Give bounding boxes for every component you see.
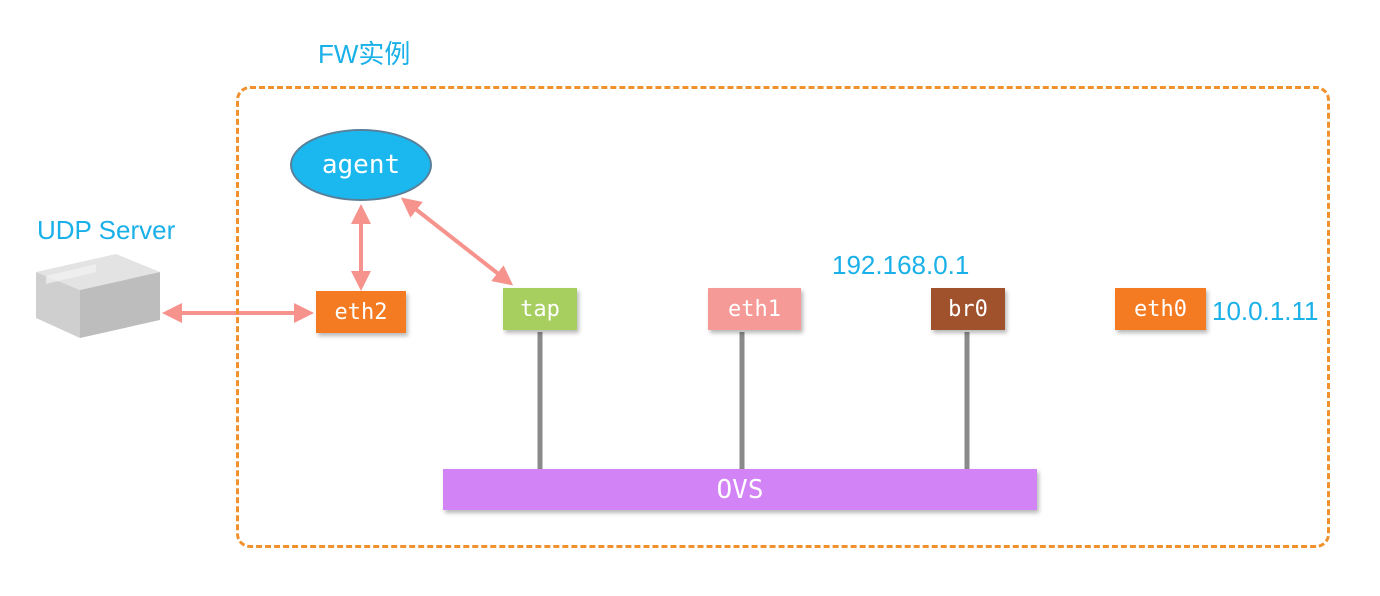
ovs-switch: OVS	[443, 469, 1037, 510]
eth0-ip-label: 10.0.1.11	[1212, 296, 1319, 326]
udp-server-label: UDP Server	[37, 215, 176, 245]
eth1-interface: eth1	[708, 288, 801, 330]
br0-ip-label: 192.168.0.1	[832, 250, 970, 280]
eth0-interface: eth0	[1115, 288, 1206, 330]
fw-instance-frame	[236, 86, 1330, 548]
tap-interface: tap	[503, 288, 577, 330]
arrow-agent-tap	[400, 197, 514, 286]
eth2-interface: eth2	[316, 291, 406, 333]
server-box-icon	[36, 252, 160, 338]
agent-node: agent	[290, 129, 432, 201]
fw-instance-title: FW实例	[318, 39, 411, 69]
br0-interface: br0	[931, 288, 1005, 330]
